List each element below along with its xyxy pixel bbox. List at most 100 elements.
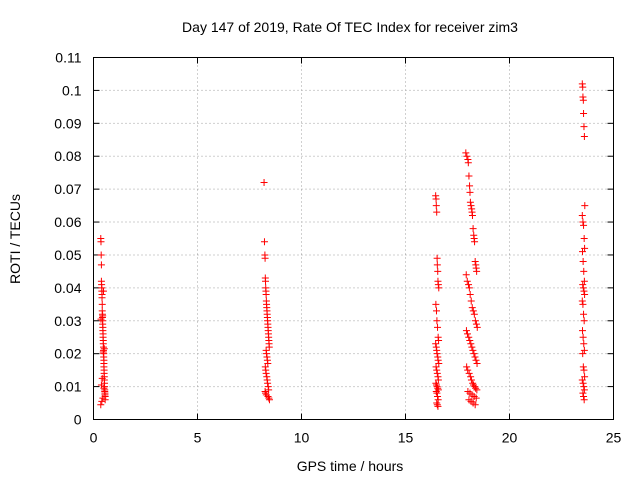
data-point-marker [262,277,270,285]
data-point-marker [463,363,471,371]
data-point-marker [462,327,470,335]
y-tick-label: 0.05 [54,247,81,263]
data-point-marker [467,202,475,210]
data-point-marker [466,198,474,206]
data-point-marker [579,83,587,91]
data-point-marker [579,96,587,104]
data-point-marker [580,221,588,229]
data-point-marker [466,182,474,190]
y-tick-label: 0.01 [54,379,81,395]
x-tick-label: 25 [606,430,622,446]
data-point-marker [432,363,440,371]
data-point-marker [97,251,105,259]
y-tick-label: 0.03 [54,313,81,329]
data-point-marker [473,360,481,368]
data-point-marker [265,386,273,394]
data-point-marker [433,401,441,409]
data-point-marker [463,277,471,285]
data-point-marker [433,317,441,325]
chart-title: Day 147 of 2019, Rate Of TEC Index for r… [182,19,518,35]
data-point-marker [433,369,441,377]
data-point-marker [261,254,269,262]
y-tick-label: 0.08 [54,148,81,164]
data-point-marker [262,369,270,377]
data-point-marker [434,384,442,392]
data-point-marker [470,310,478,318]
y-axis-title: ROTI / TECUs [7,194,23,284]
data-points [97,80,589,410]
data-point-marker [579,300,587,308]
data-point-marker [580,267,588,275]
data-point-marker [462,271,470,279]
data-point-marker [99,348,107,356]
data-point-marker [579,248,587,256]
data-point-marker [435,284,443,292]
data-point-marker [433,350,441,358]
data-point-marker [580,383,588,391]
data-point-marker [433,389,441,397]
data-point-marker [579,350,587,358]
data-point-marker [467,297,475,305]
data-point-marker [465,281,473,289]
data-point-marker [97,315,105,323]
data-point-marker [434,323,442,331]
data-point-marker [463,152,471,160]
data-point-marker [471,238,479,246]
data-point-marker [580,287,588,295]
data-point-marker [434,402,442,410]
data-point-marker [97,381,105,389]
data-point-marker [432,388,440,396]
data-point-marker [466,290,474,298]
data-point-marker [466,337,474,345]
data-point-marker [578,211,586,219]
data-point-marker [579,389,587,397]
data-point-marker [98,374,106,382]
data-point-marker [580,109,588,117]
data-point-marker [433,261,441,269]
x-tick-label: 20 [502,430,518,446]
y-tick-label: 0.06 [54,214,81,230]
data-point-marker [581,290,589,298]
data-point-marker [265,394,273,402]
data-point-marker [433,383,441,391]
data-point-marker [99,312,107,320]
data-point-marker [100,345,108,353]
data-point-marker [580,235,588,242]
data-point-marker [463,330,471,338]
data-point-marker [465,172,473,180]
data-point-marker [432,381,440,389]
data-point-marker [579,281,587,289]
x-axis-title: GPS time / hours [297,458,404,474]
data-point-marker [467,373,475,381]
data-point-marker [580,396,588,404]
data-point-marker [469,225,477,233]
data-point-marker [468,211,476,219]
data-point-marker [472,320,480,328]
data-point-marker [473,267,481,275]
data-point-marker [472,394,480,402]
data-point-marker [467,376,475,384]
data-point-marker [99,394,107,402]
data-point-marker [262,290,270,298]
data-point-marker [97,238,105,246]
data-point-marker [98,300,106,308]
data-point-marker [472,384,480,392]
data-point-marker [98,294,106,302]
data-point-marker [464,366,472,374]
data-point-marker [580,310,588,318]
data-point-marker [433,254,441,262]
data-point-marker [260,179,268,187]
data-point-marker [264,379,272,387]
data-point-marker [471,258,479,266]
y-axis-tick-labels: 0 0.01 0.02 0.03 0.04 0.05 0.06 0.07 0.08 0.09 0.1… [54,50,81,428]
data-point-marker [472,356,480,364]
data-point-marker [469,346,477,354]
y-tick-label: 0.04 [54,280,81,296]
data-point-marker [470,350,478,358]
data-point-marker [580,277,588,285]
data-point-marker [265,343,273,351]
y-tick-label: 0.1 [62,82,82,98]
data-point-marker [580,392,588,400]
data-point-marker [469,307,477,315]
data-point-marker [465,333,473,341]
